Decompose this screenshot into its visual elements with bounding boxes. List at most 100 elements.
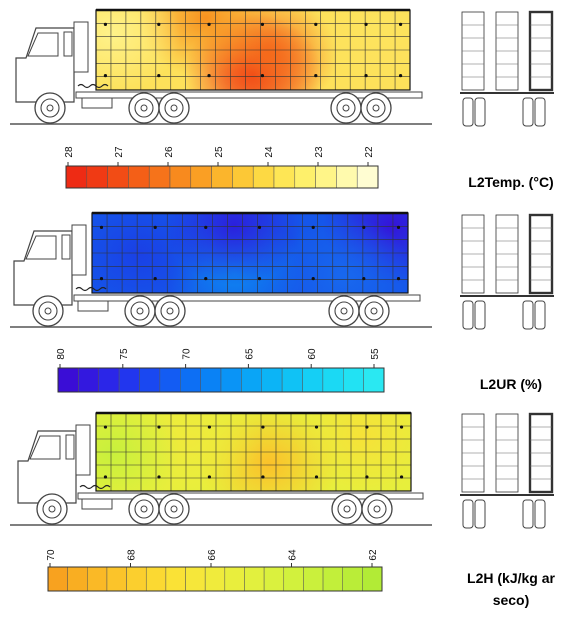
rear-view-humidity	[460, 213, 554, 330]
scale-cell	[263, 566, 285, 592]
sensor-point	[396, 225, 401, 229]
color-scale-enthalpy: 70 68 66 64 62	[46, 549, 383, 592]
scale-cell	[185, 566, 206, 592]
sensor-point	[364, 74, 368, 78]
scale-tick-label: 60	[307, 348, 318, 360]
sensor-point	[157, 475, 161, 479]
coupling-hose	[79, 484, 111, 490]
scale-cell	[165, 566, 186, 592]
rear-tire	[474, 97, 486, 127]
cab-window	[25, 235, 57, 260]
scale-cell	[211, 165, 233, 189]
scale-cell	[315, 165, 337, 189]
rear-tire	[474, 499, 486, 529]
truck-humidity	[10, 211, 432, 328]
scale-cell	[363, 367, 385, 393]
truck-temperature	[10, 8, 432, 125]
scale-tick-label: 75	[119, 348, 130, 360]
chassis-frame	[75, 91, 423, 99]
sensor-point	[398, 74, 403, 78]
scale-cell	[241, 367, 262, 393]
rear-tire	[522, 97, 534, 127]
scale-cell	[180, 367, 201, 393]
scale-cell	[65, 165, 88, 189]
scale-cell	[261, 367, 283, 393]
scale-cell	[67, 566, 88, 592]
sensor-point	[362, 277, 366, 281]
fuel-tank	[77, 300, 109, 312]
scale-cell	[200, 367, 222, 393]
scale-cell	[128, 165, 150, 189]
sensor-point	[314, 22, 318, 26]
cab-window	[29, 435, 61, 460]
sensor-point	[257, 277, 262, 281]
color-scale-temperature: 28 27 26 25 24 23 22	[64, 146, 379, 189]
scale-tick-label: 26	[164, 146, 175, 158]
sensor-point	[207, 74, 211, 78]
scale-tick-label: 28	[64, 146, 75, 158]
scale-cell	[87, 566, 108, 592]
cab-mirror	[61, 234, 71, 260]
scale-cell	[148, 165, 171, 189]
scale-cell	[281, 367, 303, 393]
sensor-point	[396, 277, 401, 281]
sensor-point	[365, 425, 369, 429]
scale-cell	[139, 367, 161, 393]
heat-spot	[275, 217, 408, 293]
scale-cell	[244, 566, 265, 592]
scale-cell	[322, 367, 344, 393]
rear-tire	[462, 499, 474, 529]
scale-cell	[322, 566, 343, 592]
scale-cell	[47, 566, 68, 592]
scale-cell	[107, 165, 129, 189]
sensor-point	[204, 225, 208, 229]
sensor-point	[153, 277, 157, 281]
scale-cell	[342, 566, 363, 592]
scale-cell	[252, 165, 275, 189]
scale-cell	[169, 165, 192, 189]
scale-tick-label: 65	[244, 348, 255, 360]
sensor-point	[157, 22, 161, 26]
scale-tick-label: 64	[288, 549, 299, 561]
sensor-point	[364, 22, 368, 26]
scale-tick-label: 66	[207, 549, 218, 561]
scale-cell	[220, 367, 242, 393]
rear-tire	[474, 300, 486, 330]
sensor-point	[207, 22, 211, 26]
scale-tick-label: 62	[368, 549, 379, 561]
heat-spot	[309, 10, 410, 86]
scale-cell	[190, 165, 212, 189]
wheel-hub	[343, 505, 351, 513]
rear-tire	[522, 499, 534, 529]
sensor-point	[207, 425, 211, 429]
cab-back	[73, 21, 89, 73]
sensor-point	[261, 425, 265, 429]
truck-cab	[17, 430, 77, 504]
scale-cell	[283, 566, 304, 592]
sensor-point	[362, 225, 366, 229]
wheel-hub	[372, 104, 380, 112]
scale-cell	[145, 566, 167, 592]
wheel-hub	[166, 307, 174, 315]
cab-mirror	[65, 434, 75, 460]
rear-tire	[522, 300, 534, 330]
scale-cell	[86, 165, 108, 189]
wheel-hub	[140, 505, 148, 513]
legend-title-temperature: L2Temp. (°C)	[468, 174, 554, 190]
truck-cab	[15, 27, 75, 103]
wheel-hub	[140, 104, 148, 112]
scale-cell	[303, 566, 324, 592]
scale-cell	[78, 367, 99, 393]
wheel-hub	[136, 307, 144, 315]
wheel-hub	[44, 307, 52, 315]
sensor-point	[99, 277, 104, 281]
scale-cell	[106, 566, 127, 592]
sensor-point	[398, 22, 403, 26]
color-scale-humidity: 80 75 70 65 60 55	[56, 348, 385, 393]
scale-cell	[98, 367, 120, 393]
sensor-point	[261, 475, 265, 479]
legend-title-humidity: L2UR (%)	[479, 376, 543, 392]
scale-frame	[65, 165, 379, 189]
sensor-point	[99, 225, 104, 229]
scale-tick-label: 25	[214, 146, 225, 158]
